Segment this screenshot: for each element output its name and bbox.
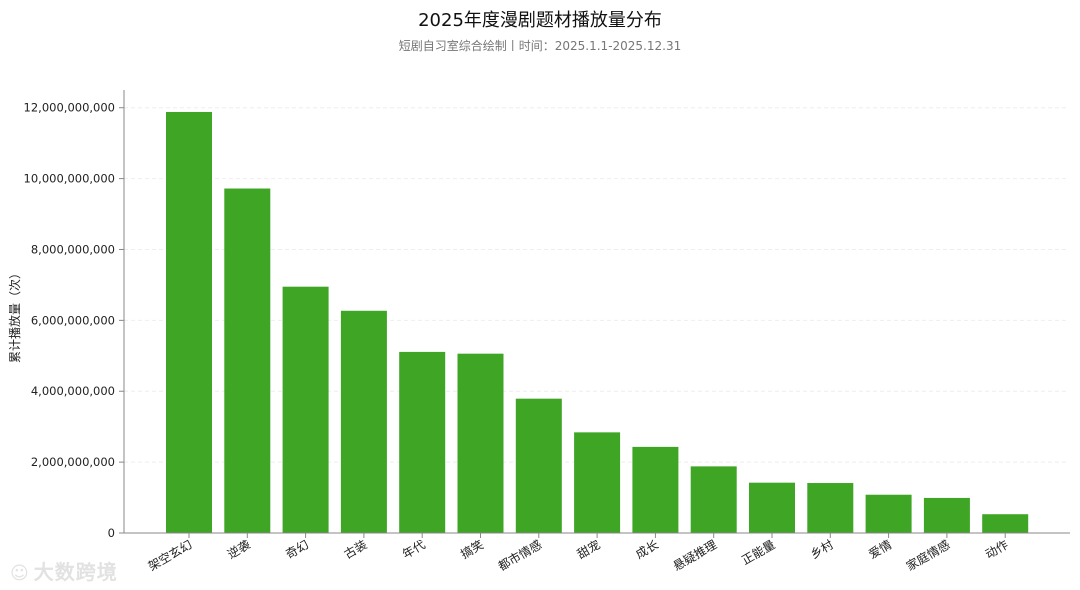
bar: [224, 188, 271, 533]
y-tick-label: 6,000,000,000: [31, 313, 115, 327]
chart-title: 2025年度漫剧题材播放量分布: [418, 10, 662, 31]
x-tick-label: 悬疑推理: [670, 537, 719, 574]
x-tick-label: 正能量: [739, 537, 777, 567]
x-tick-label: 年代: [400, 537, 428, 561]
bars: [166, 111, 1029, 533]
y-tick-label: 8,000,000,000: [31, 242, 115, 256]
bar: [399, 351, 446, 533]
x-tick-label: 逆袭: [225, 537, 253, 562]
x-tick-label: 爱情: [866, 537, 894, 561]
x-tick-label: 古装: [341, 537, 369, 562]
bar: [282, 286, 329, 533]
watermark-text: 大数跨境: [33, 560, 118, 584]
x-tick-label: 动作: [983, 537, 1011, 561]
bar: [807, 483, 854, 533]
x-tick-label: 搞笑: [458, 537, 486, 562]
bar: [340, 310, 387, 533]
bar: [982, 514, 1029, 533]
x-tick-label: 家庭情感: [903, 537, 952, 574]
bar: [574, 432, 621, 533]
bar: [690, 466, 737, 533]
bar: [749, 482, 795, 533]
bar: [923, 497, 970, 533]
chart-subtitle: 短剧自习室综合绘制丨时间：2025.1.1-2025.12.31: [398, 39, 682, 53]
bar: [865, 494, 912, 533]
y-tick-label: 12,000,000,000: [24, 101, 115, 115]
x-tick-label: 奇幻: [283, 537, 311, 561]
x-tick-labels: 架空玄幻 逆袭 奇幻 古装 年代 搞笑 都市情感 甜宠 成长 悬疑推理 正能量 乡村 爱情 家庭情感 动作: [145, 533, 1011, 574]
y-axis-label: 累计播放量（次）: [7, 267, 22, 363]
y-tick-label: 0: [108, 526, 115, 540]
x-tick-label: 架空玄幻: [145, 537, 194, 574]
x-tick-label: 都市情感: [495, 537, 544, 574]
bar: [632, 446, 679, 533]
y-tick-label: 2,000,000,000: [31, 455, 115, 469]
bar: [515, 398, 562, 533]
bar: [457, 353, 504, 533]
y-tick-label: 10,000,000,000: [24, 172, 115, 186]
y-tick-label: 4,000,000,000: [31, 384, 115, 398]
x-tick-label: 乡村: [808, 537, 836, 561]
y-tick-labels: 0 2,000,000,000 4,000,000,000 6,000,000,000…: [24, 101, 124, 540]
watermark-logo-icon: ☺: [10, 563, 30, 584]
x-tick-label: 甜宠: [574, 537, 602, 562]
x-tick-label: 成长: [633, 537, 661, 561]
bar: [166, 111, 212, 533]
watermark: ☺ 大数跨境: [10, 556, 118, 585]
